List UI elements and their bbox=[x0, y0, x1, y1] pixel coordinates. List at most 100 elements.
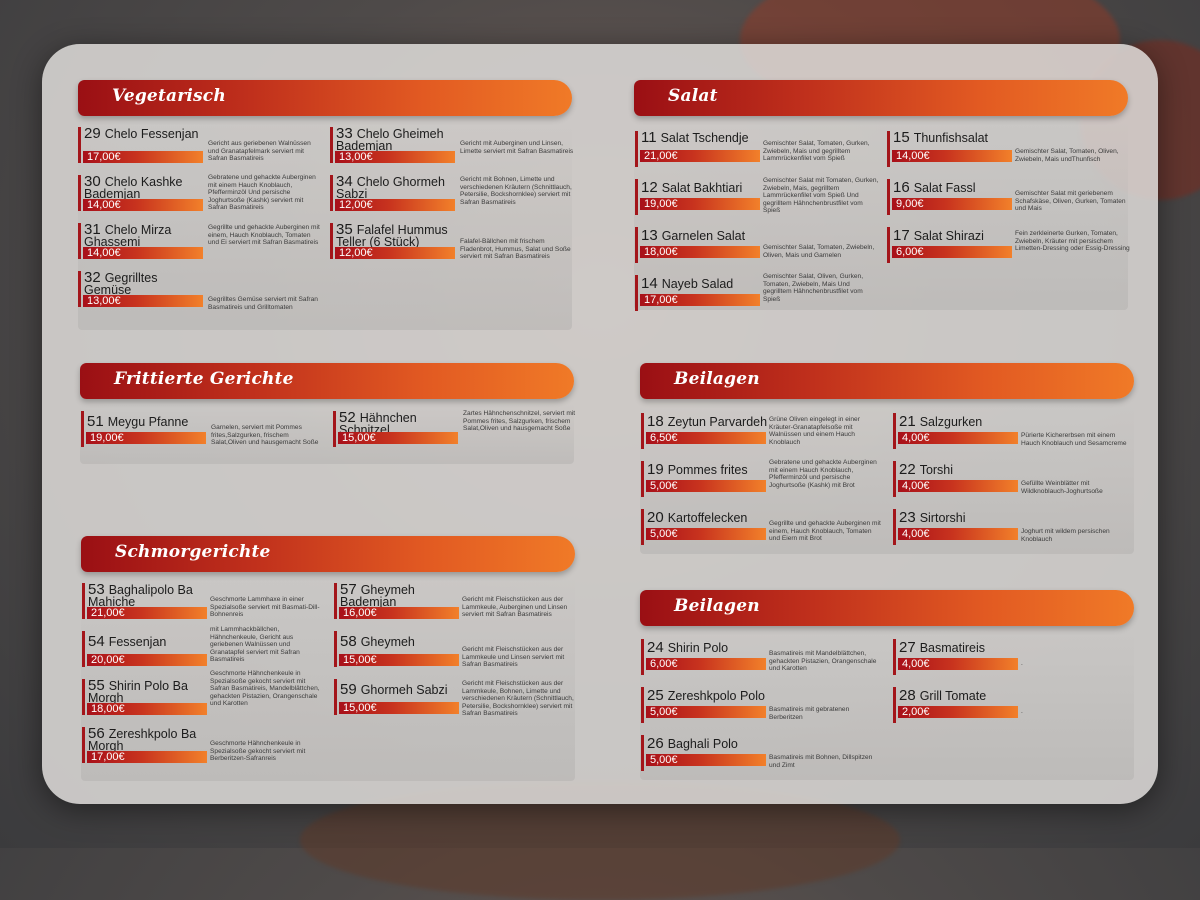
item-name: 12 Salat Bakhtiari bbox=[641, 179, 743, 196]
menu-item[interactable]: 14 Nayeb Salad 17,00€ Gemischter Salat, O… bbox=[635, 273, 885, 316]
item-price: 20,00€ bbox=[87, 654, 207, 666]
item-name: 22 Torshi bbox=[899, 461, 954, 478]
item-name: 35 Falafel Hummus Teller (6 Stück) bbox=[336, 221, 448, 249]
item-bar bbox=[887, 179, 890, 215]
menu-item[interactable]: 30 Chelo Kashke Bademjan 14,00€ Gebratene… bbox=[78, 174, 328, 216]
section-banner: Schmorgerichte bbox=[81, 536, 575, 572]
item-price: 14,00€ bbox=[83, 247, 203, 259]
item-name: 55 Shirin Polo Ba Morgh bbox=[88, 677, 188, 705]
menu-item[interactable]: 33 Chelo Gheimeh Bademjan 13,00€ Gericht … bbox=[330, 126, 580, 168]
item-bar bbox=[635, 179, 638, 215]
item-bar bbox=[82, 679, 85, 715]
item-bar bbox=[334, 631, 337, 667]
item-description: Pürierte Kichererbsen mit einem Hauch Kn… bbox=[1021, 432, 1127, 447]
item-price: 5,00€ bbox=[646, 706, 766, 718]
menu-item[interactable]: 20 Kartoffelecken 5,00€ Gegrillte und geh… bbox=[641, 508, 891, 550]
menu-item[interactable]: 11 Salat Tschendje 21,00€ Gemischter Sala… bbox=[635, 130, 885, 172]
item-price: 17,00€ bbox=[87, 751, 207, 763]
item-bar bbox=[330, 127, 333, 163]
section-banner: Beilagen bbox=[640, 590, 1134, 626]
section-banner: Beilagen bbox=[640, 363, 1134, 399]
menu-item[interactable]: 57 Gheymeh Bademjan 16,00€ Gericht mit Fl… bbox=[334, 582, 584, 624]
menu-item[interactable]: 12 Salat Bakhtiari 19,00€ Gemischter Sala… bbox=[635, 177, 885, 220]
menu-item[interactable]: 58 Gheymeh 15,00€ Gericht mit Fleischstüc… bbox=[334, 630, 584, 672]
item-price: 19,00€ bbox=[86, 432, 206, 444]
item-description: Fein zerkleinerte Gurken, Tomaten, Zwieb… bbox=[1015, 230, 1130, 253]
item-bar bbox=[893, 509, 896, 545]
item-price: 21,00€ bbox=[87, 607, 207, 619]
section-title: Schmorgerichte bbox=[115, 542, 271, 562]
item-bar bbox=[334, 679, 337, 715]
item-price: 18,00€ bbox=[640, 246, 760, 258]
menu-item[interactable]: 51 Meygu Pfanne 19,00€ Garnelen, serviert… bbox=[81, 410, 331, 452]
item-bar bbox=[82, 631, 85, 667]
menu-item[interactable]: 18 Zeytun Parvardeh 6,50€ Grüne Oliven ei… bbox=[641, 412, 891, 454]
item-bar bbox=[893, 461, 896, 497]
menu-item[interactable]: 15 Thunfishsalat 14,00€ Gemischter Salat,… bbox=[887, 130, 1137, 172]
menu-item[interactable]: 35 Falafel Hummus Teller (6 Stück) 12,00€… bbox=[330, 222, 580, 264]
item-price: 15,00€ bbox=[339, 702, 459, 714]
item-description: Basmatireis mit gebratenen Berberitzen bbox=[769, 706, 850, 721]
item-bar bbox=[82, 727, 85, 763]
menu-item[interactable]: 32 Gegrilltes Gemüse 13,00€ Gegrilltes Ge… bbox=[78, 270, 328, 312]
menu-item[interactable]: 55 Shirin Polo Ba Morgh 18,00€ Geschmorte… bbox=[82, 670, 332, 720]
item-name: 14 Nayeb Salad bbox=[641, 275, 734, 292]
section-title: Beilagen bbox=[674, 369, 760, 389]
section-title: Salat bbox=[668, 86, 718, 106]
menu-item[interactable]: 24 Shirin Polo 6,00€ Basmatireis mit Mand… bbox=[641, 638, 891, 680]
item-description: Gebratene und gehackte Auberginen mit ei… bbox=[208, 174, 316, 212]
item-bar bbox=[78, 127, 81, 163]
item-bar bbox=[78, 175, 81, 211]
menu-item[interactable]: 22 Torshi 4,00€ Gefüllte Weinblätter mit … bbox=[893, 460, 1143, 502]
item-bar bbox=[78, 223, 81, 259]
menu-item[interactable]: 19 Pommes frites 5,00€ Gebratene und geha… bbox=[641, 459, 891, 502]
menu-item[interactable]: 56 Zereshkpolo Ba Morgh 17,00€ Geschmorte… bbox=[82, 726, 332, 768]
item-bar bbox=[641, 413, 644, 449]
menu-item[interactable]: 34 Chelo Ghormeh Sabzi 12,00€ Gericht mit… bbox=[330, 174, 580, 216]
menu-item[interactable]: 23 Sirtorshi 4,00€ Joghurt mit wildem per… bbox=[893, 508, 1143, 550]
menu-item[interactable]: 25 Zereshkpolo Polo 5,00€ Basmatireis mit… bbox=[641, 686, 891, 728]
item-description: Gemischter Salat, Tomaten, Zwiebeln, Oli… bbox=[763, 244, 875, 259]
menu-item[interactable]: 27 Basmatireis 4,00€ . bbox=[893, 638, 1143, 680]
item-description: Geschmorte Hähnchenkeule in Spezialsoße … bbox=[210, 670, 320, 708]
menu-item[interactable]: 52 Hähnchen Schnitzel 15,00€ Zartes Hähnc… bbox=[333, 410, 583, 452]
menu-item[interactable]: 29 Chelo Fessenjan 17,00€ Gericht aus ger… bbox=[78, 126, 328, 168]
item-description: Zartes Hähnchenschnitzel, serviert mit P… bbox=[463, 410, 576, 433]
item-description: Basmatireis mit Mandelblättchen, gehackt… bbox=[769, 650, 877, 673]
item-price: 17,00€ bbox=[640, 294, 760, 306]
item-bar bbox=[641, 639, 644, 675]
menu-item[interactable]: 59 Ghormeh Sabzi 15,00€ Gericht mit Fleis… bbox=[334, 678, 584, 720]
item-price: 6,50€ bbox=[646, 432, 766, 444]
item-name: 31 Chelo Mirza Ghassemi bbox=[84, 221, 172, 249]
item-name: 23 Sirtorshi bbox=[899, 509, 966, 526]
item-name: 33 Chelo Gheimeh Bademjan bbox=[336, 125, 444, 153]
item-description: Gericht mit Fleischstücken aus der Lammk… bbox=[462, 596, 568, 619]
menu-item[interactable]: 17 Salat Shirazi 6,00€ Fein zerkleinerte … bbox=[887, 226, 1137, 268]
item-price: 15,00€ bbox=[338, 432, 458, 444]
item-name: 21 Salzgurken bbox=[899, 413, 983, 430]
menu-item[interactable]: 13 Garnelen Salat 18,00€ Gemischter Salat… bbox=[635, 226, 885, 268]
item-price: 12,00€ bbox=[335, 247, 455, 259]
menu-item[interactable]: 26 Baghali Polo 5,00€ Basmatireis mit Boh… bbox=[641, 734, 891, 776]
item-bar bbox=[330, 175, 333, 211]
menu-item[interactable]: 28 Grill Tomate 2,00€ . bbox=[893, 686, 1143, 728]
item-description: Joghurt mit wildem persischen Knoblauch bbox=[1021, 528, 1110, 543]
item-price: 6,00€ bbox=[892, 246, 1012, 258]
menu-item[interactable]: 53 Baghalipolo Ba Mahiche 21,00€ Geschmor… bbox=[82, 582, 332, 624]
item-bar bbox=[635, 227, 638, 263]
menu-item[interactable]: 16 Salat Fassl 9,00€ Gemischter Salat mit… bbox=[887, 178, 1137, 220]
item-bar bbox=[641, 509, 644, 545]
menu-item[interactable]: 21 Salzgurken 4,00€ Pürierte Kichererbsen… bbox=[893, 412, 1143, 454]
item-bar bbox=[893, 413, 896, 449]
item-price: 18,00€ bbox=[87, 703, 207, 715]
item-price: 9,00€ bbox=[892, 198, 1012, 210]
item-description: . bbox=[1021, 660, 1023, 667]
menu-item[interactable]: 54 Fessenjan 20,00€ mit Lammhackbällchen,… bbox=[82, 626, 332, 672]
item-price: 5,00€ bbox=[646, 480, 766, 492]
item-price: 14,00€ bbox=[892, 150, 1012, 162]
item-name: 57 Gheymeh Bademjan bbox=[340, 581, 415, 609]
item-description: Gebratene und gehackte Auberginen mit ei… bbox=[769, 459, 877, 489]
item-bar bbox=[82, 583, 85, 619]
item-bar bbox=[635, 131, 638, 167]
menu-item[interactable]: 31 Chelo Mirza Ghassemi 14,00€ Gegrillte … bbox=[78, 222, 328, 264]
